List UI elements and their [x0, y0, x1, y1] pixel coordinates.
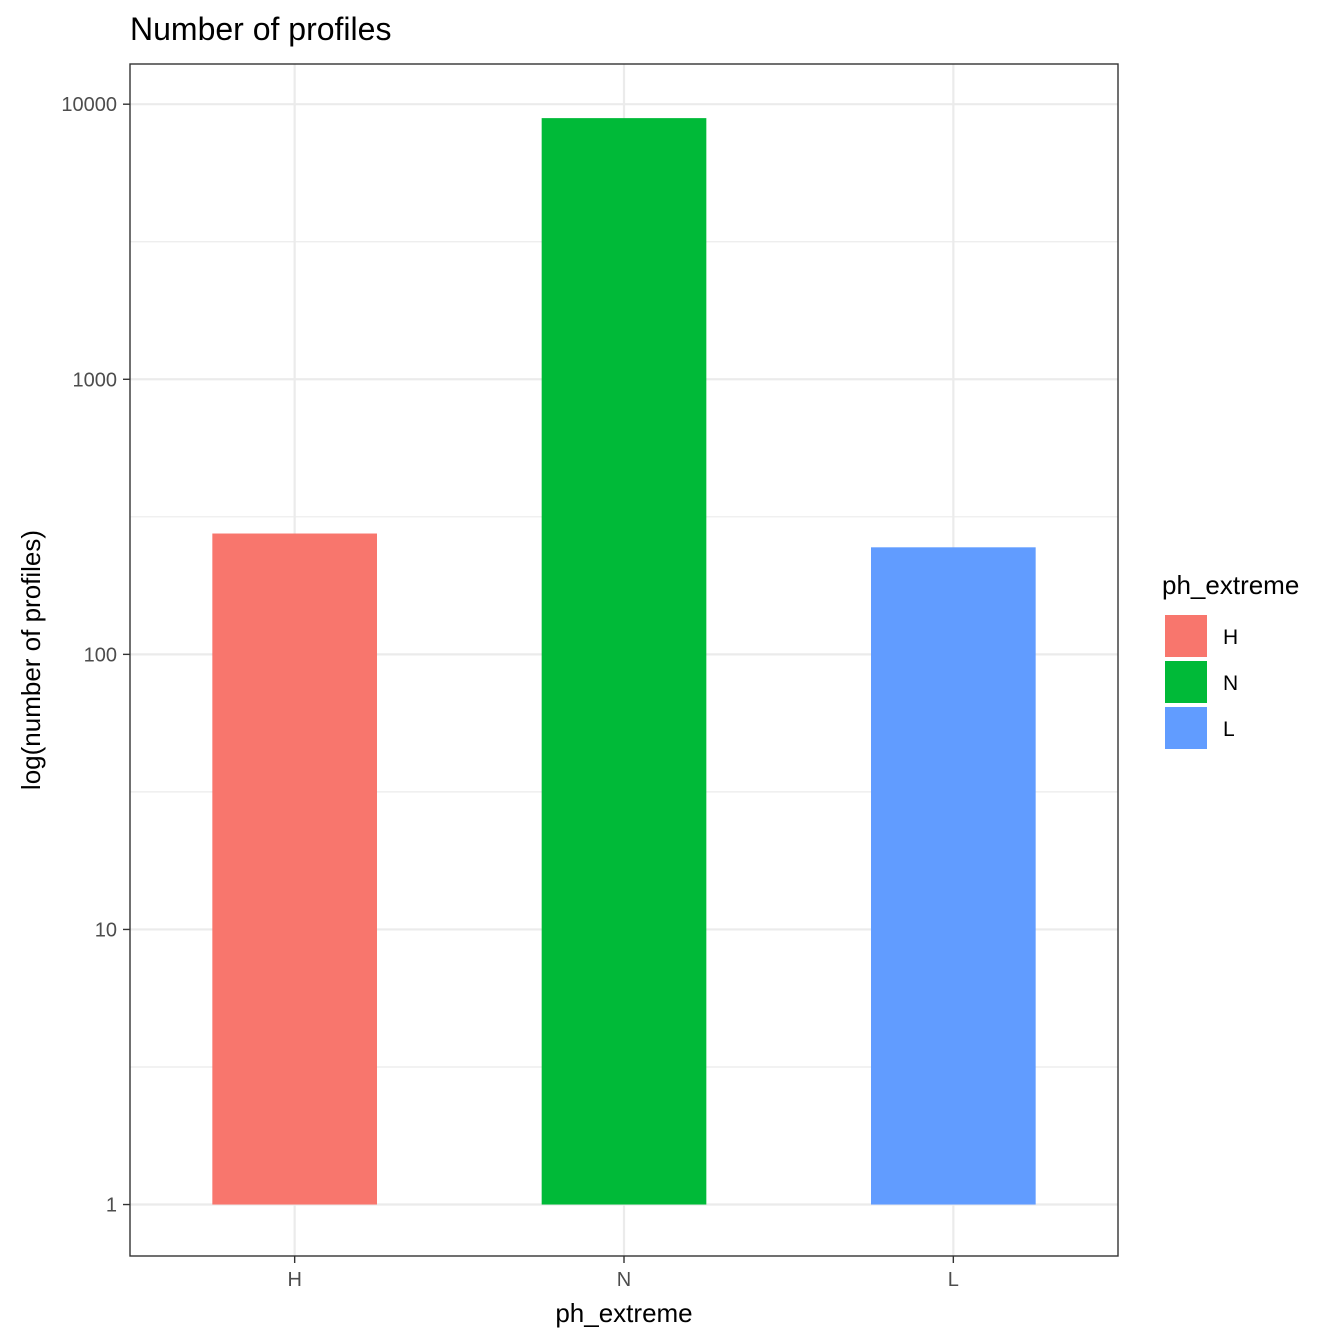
legend-key-L [1165, 707, 1207, 749]
legend-key-N [1165, 661, 1207, 703]
x-tick-label: H [287, 1269, 301, 1291]
y-tick-label: 1000 [73, 369, 118, 391]
legend-key-H [1165, 615, 1207, 657]
y-tick-label: 10000 [61, 94, 117, 116]
plot-panel: 1 10 100 1000 10000 H N L [61, 63, 1119, 1291]
legend-title: ph_extreme [1162, 570, 1299, 600]
y-tick-label: 10 [95, 919, 117, 941]
legend-label: L [1223, 718, 1235, 741]
legend: ph_extreme HNL [1162, 570, 1299, 749]
x-tick-label: L [948, 1269, 959, 1291]
chart-title: Number of profiles [130, 11, 391, 47]
y-tick-label: 100 [84, 644, 117, 666]
legend-label: N [1223, 672, 1238, 695]
x-axis-label: ph_extreme [555, 1298, 692, 1328]
legend-label: H [1223, 626, 1238, 649]
y-axis-label: log(number of profiles) [16, 530, 46, 790]
bar-H [212, 533, 377, 1205]
x-tick-label: N [617, 1269, 631, 1291]
y-tick-label: 1 [106, 1195, 117, 1217]
bar-N [541, 118, 707, 1205]
bar-L [871, 547, 1036, 1205]
